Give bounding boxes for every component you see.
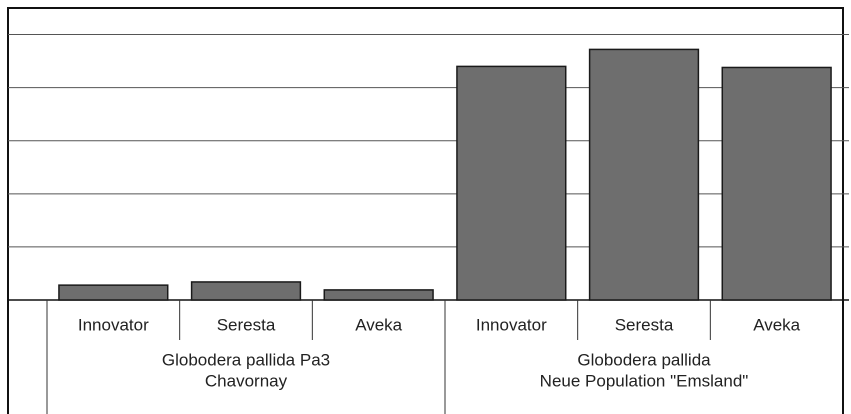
x-tick-label: Seresta [615,315,674,334]
bar [721,66,832,301]
bar [456,65,567,301]
group-label: Globodera pallida Pa3 [162,350,330,369]
bar [190,281,302,301]
x-tick-label: Innovator [476,315,547,334]
x-tick-label: Innovator [78,315,149,334]
x-tick-label: Aveka [355,315,402,334]
bar [588,48,700,301]
group-label: Chavornay [205,371,288,390]
group-label: Neue Population "Emsland" [540,371,749,390]
frame [7,7,844,414]
x-tick-label: Seresta [217,315,276,334]
bar [58,284,169,301]
x-tick-label: Aveka [753,315,800,334]
bar [323,289,434,301]
group-label: Globodera pallida [577,350,711,369]
